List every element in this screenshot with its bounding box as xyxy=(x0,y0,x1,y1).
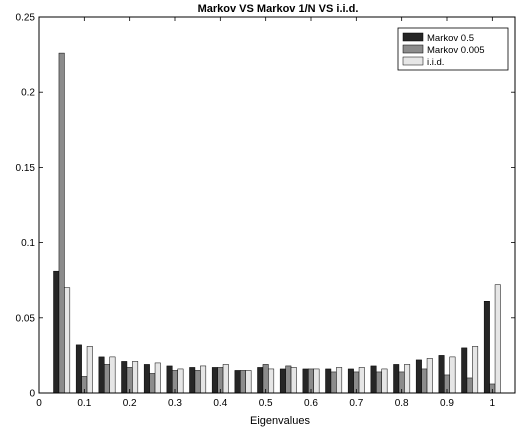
x-tick-label: 0.7 xyxy=(349,398,363,409)
bar-markov-0-5-3 xyxy=(121,361,128,394)
bar-markov-0-5-5 xyxy=(166,365,173,394)
bar-markov-0-5-9 xyxy=(257,367,264,394)
y-tick-label: 0.2 xyxy=(21,88,35,99)
x-axis-label: Eigenvalues xyxy=(250,415,310,427)
x-tick-label: 0.9 xyxy=(440,398,454,409)
bar-markov-0-5-10 xyxy=(279,368,286,394)
bar-markov-0-005-9 xyxy=(262,364,269,394)
bar-markov-0-5-0 xyxy=(53,270,60,394)
y-tick-label: 0 xyxy=(29,389,35,400)
bar-markov-0-5-8 xyxy=(234,370,241,394)
bar-i-i-d--1 xyxy=(86,346,93,394)
x-tick-label: 0.5 xyxy=(259,398,273,409)
bar-markov-0-5-6 xyxy=(189,367,196,394)
legend-label-markov-0-005: Markov 0.005 xyxy=(427,45,485,56)
bar-i-i-d--14 xyxy=(381,368,388,394)
bar-markov-0-5-4 xyxy=(143,364,150,394)
bar-markov-0-005-2 xyxy=(104,364,110,394)
legend-swatch-markov-0-5 xyxy=(402,32,424,42)
x-tick-label: 1 xyxy=(490,398,496,409)
bar-markov-0-005-4 xyxy=(149,373,156,394)
legend-label-i-i-d-: i.i.d. xyxy=(427,57,444,68)
bar-markov-0-005-8 xyxy=(240,370,246,394)
bar-markov-0-5-15 xyxy=(393,364,400,394)
bar-i-i-d--3 xyxy=(132,361,139,394)
bar-i-i-d--19 xyxy=(494,284,501,394)
bar-markov-0-5-7 xyxy=(211,367,218,394)
bar-i-i-d--10 xyxy=(290,367,297,394)
bar-markov-0-5-16 xyxy=(415,359,422,394)
bar-i-i-d--0 xyxy=(64,287,71,394)
y-tick-label: 0.1 xyxy=(21,238,35,249)
bar-markov-0-5-14 xyxy=(370,365,377,394)
bar-i-i-d--18 xyxy=(472,346,479,394)
bar-markov-0-5-11 xyxy=(302,368,309,394)
bar-i-i-d--13 xyxy=(358,367,365,394)
bar-i-i-d--15 xyxy=(404,364,411,394)
bar-i-i-d--9 xyxy=(268,368,275,394)
y-tick-label: 0.25 xyxy=(16,13,36,24)
bar-markov-0-005-14 xyxy=(376,371,382,394)
bar-markov-0-005-6 xyxy=(194,370,201,394)
bar-markov-0-5-1 xyxy=(75,344,82,394)
bar-markov-0-5-18 xyxy=(461,347,468,394)
legend-swatch-markov-0-005 xyxy=(402,44,424,54)
bar-i-i-d--12 xyxy=(336,367,343,394)
bar-i-i-d--11 xyxy=(313,368,320,394)
bar-i-i-d--17 xyxy=(449,356,456,394)
bar-markov-0-5-2 xyxy=(98,356,105,394)
bar-markov-0-5-13 xyxy=(347,368,354,394)
bars-group xyxy=(53,52,501,394)
bar-markov-0-005-0 xyxy=(58,52,65,394)
legend-swatch-i-i-d- xyxy=(402,56,424,66)
legend-label-markov-0-5: Markov 0.5 xyxy=(427,33,474,44)
x-tick-label: 0.6 xyxy=(304,398,318,409)
bar-markov-0-005-18 xyxy=(466,377,473,394)
y-tick-label: 0.15 xyxy=(16,163,36,174)
bar-markov-0-005-12 xyxy=(330,371,337,394)
bar-i-i-d--7 xyxy=(222,364,229,394)
x-tick-label: 0.8 xyxy=(395,398,409,409)
y-tick-label: 0.05 xyxy=(16,313,36,324)
bar-i-i-d--16 xyxy=(426,358,433,394)
x-tick-label: 0.2 xyxy=(123,398,137,409)
bar-i-i-d--6 xyxy=(200,365,207,394)
bar-markov-0-005-10 xyxy=(285,365,292,394)
bar-markov-0-5-12 xyxy=(325,368,332,394)
axes-group: 0 0.1 0.2 0.3 0.4 0.5 0.6 0.7 0.8 0.9 1 0 0.05 0.1 0.1… xyxy=(16,13,516,409)
bar-i-i-d--4 xyxy=(154,362,161,394)
bar-markov-0-5-17 xyxy=(438,355,445,394)
x-tick-label: 0.1 xyxy=(77,398,91,409)
bar-i-i-d--5 xyxy=(177,368,184,394)
bar-markov-0-5-19 xyxy=(483,301,490,394)
bar-markov-0-005-16 xyxy=(421,368,428,394)
axes-box xyxy=(38,16,516,394)
chart-title: Markov VS Markov 1/N VS i.i.d. xyxy=(198,3,359,15)
x-tick-label: 0.4 xyxy=(213,398,227,409)
plot-area xyxy=(39,17,515,393)
x-tick-label: 0.3 xyxy=(168,398,182,409)
bar-i-i-d--8 xyxy=(245,370,252,394)
bar-i-i-d--2 xyxy=(109,356,116,394)
x-tick-label: 0 xyxy=(36,398,42,409)
